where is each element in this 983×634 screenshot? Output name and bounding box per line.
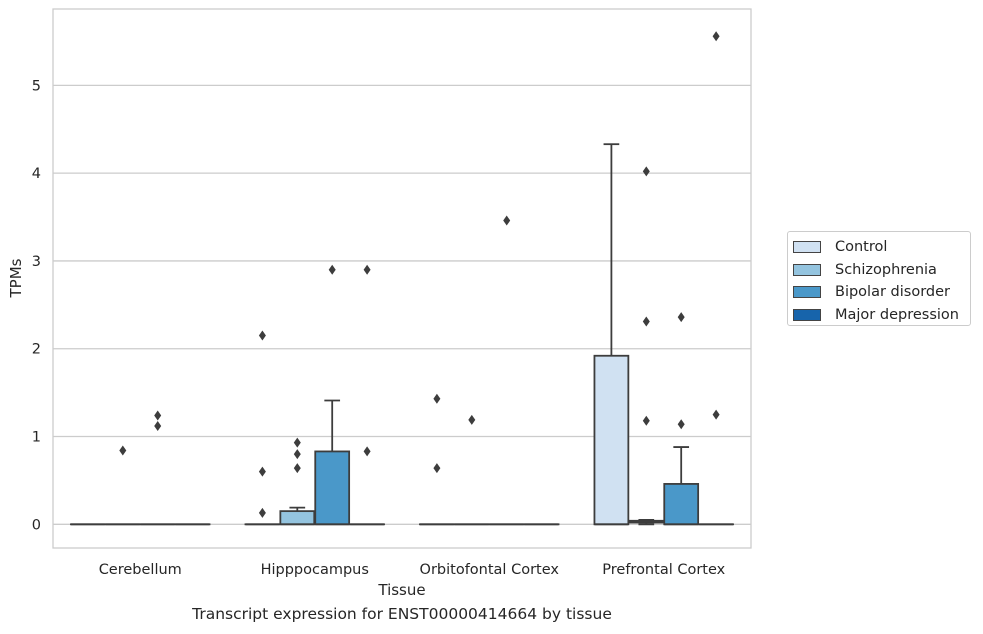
box-body bbox=[663, 483, 700, 526]
legend-swatch-control bbox=[793, 241, 821, 254]
outlier-point bbox=[363, 446, 371, 457]
box-bipolar-disorder-orbitofontal-cortex bbox=[488, 215, 525, 526]
outlier-point bbox=[293, 463, 301, 474]
box-plots bbox=[70, 31, 734, 526]
outlier-point bbox=[433, 393, 441, 404]
outlier-point bbox=[293, 437, 301, 448]
outlier-point bbox=[154, 410, 162, 421]
plot-frame bbox=[52, 8, 752, 549]
box-body bbox=[593, 354, 630, 526]
outlier-point bbox=[642, 316, 650, 327]
y-ticks: 0 1 2 3 4 5 bbox=[32, 78, 41, 533]
box-schizophrenia-prefrontal-cortex bbox=[628, 166, 665, 526]
y-tick-label: 4 bbox=[32, 166, 41, 182]
outlier-point bbox=[119, 445, 127, 456]
legend-item-control: Control bbox=[793, 236, 970, 259]
legend-item-major-depression: Major depression bbox=[793, 304, 970, 327]
legend-swatch-bipolar-disorder bbox=[793, 286, 821, 299]
legend-label-schizophrenia: Schizophrenia bbox=[835, 261, 937, 278]
x-tick-label-prefrontal-cortex: Prefrontal Cortex bbox=[602, 562, 725, 578]
legend-swatch-major-depression bbox=[793, 308, 821, 321]
outlier-point bbox=[258, 330, 266, 341]
box-major-depression-prefrontal-cortex bbox=[698, 31, 734, 526]
outlier-point bbox=[677, 312, 685, 323]
outlier-point bbox=[642, 415, 650, 426]
legend-label-bipolar-disorder: Bipolar disorder bbox=[835, 284, 950, 301]
x-axis-label: Tissue bbox=[377, 581, 425, 599]
outlier-point bbox=[677, 419, 685, 430]
box-body bbox=[279, 510, 316, 526]
legend-label-major-depression: Major depression bbox=[835, 306, 959, 323]
box-bipolar-disorder-prefrontal-cortex bbox=[663, 312, 700, 526]
box-bipolar-disorder-hipppocampus bbox=[314, 264, 351, 526]
figure-caption: Transcript expression for ENST0000041466… bbox=[192, 605, 612, 623]
y-tick-label: 5 bbox=[32, 78, 41, 94]
y-tick-label: 3 bbox=[32, 254, 41, 270]
outlier-point bbox=[468, 414, 476, 425]
legend-item-bipolar-disorder: Bipolar disorder bbox=[793, 281, 970, 304]
box-body bbox=[314, 450, 351, 526]
outlier-point bbox=[503, 215, 511, 226]
outlier-point bbox=[712, 409, 720, 420]
x-ticks: Cerebellum Hipppocampus Orbitofontal Corte… bbox=[99, 562, 726, 578]
y-tick-label: 2 bbox=[32, 342, 41, 358]
legend: Control Schizophrenia Bipolar disorder M… bbox=[787, 231, 971, 326]
outlier-point bbox=[258, 466, 266, 477]
box-bipolar-disorder-cerebellum bbox=[139, 410, 176, 526]
x-tick-label-orbitofontal-cortex: Orbitofontal Cortex bbox=[420, 562, 560, 578]
box-major-depression-hipppocampus bbox=[349, 264, 385, 526]
outlier-point bbox=[363, 264, 371, 275]
legend-item-schizophrenia: Schizophrenia bbox=[793, 259, 970, 282]
outlier-point bbox=[293, 449, 301, 460]
x-tick-label-hipppocampus: Hipppocampus bbox=[261, 562, 369, 578]
legend-label-control: Control bbox=[835, 239, 888, 256]
box-control-prefrontal-cortex bbox=[593, 143, 630, 526]
gridlines bbox=[53, 84, 751, 525]
outlier-point bbox=[642, 166, 650, 177]
outlier-point bbox=[258, 507, 266, 518]
box-schizophrenia-cerebellum bbox=[104, 445, 141, 526]
outlier-point bbox=[712, 31, 720, 42]
outlier-point bbox=[328, 264, 336, 275]
box-schizophrenia-hipppocampus bbox=[279, 437, 316, 526]
box-control-hipppocampus bbox=[244, 330, 281, 526]
x-tick-label-cerebellum: Cerebellum bbox=[99, 562, 182, 578]
box-schizophrenia-orbitofontal-cortex bbox=[453, 414, 490, 526]
box-control-orbitofontal-cortex bbox=[419, 393, 455, 526]
y-tick-label: 0 bbox=[32, 517, 41, 533]
legend-swatch-schizophrenia bbox=[793, 263, 821, 276]
outlier-point bbox=[433, 463, 441, 474]
outlier-point bbox=[154, 420, 162, 431]
y-axis-label: TPMs bbox=[7, 258, 25, 298]
y-tick-label: 1 bbox=[32, 430, 41, 446]
